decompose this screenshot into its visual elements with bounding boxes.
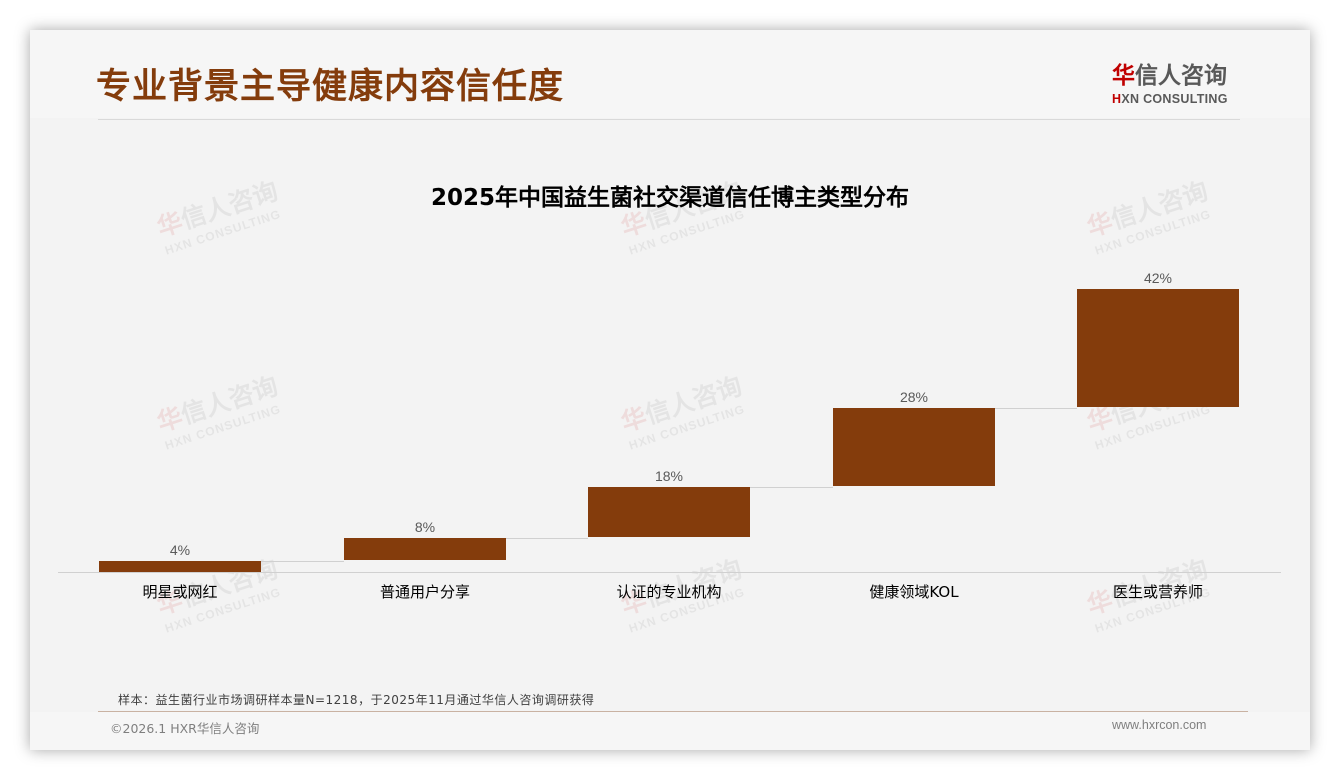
footer-band <box>30 712 1310 750</box>
connector-line <box>750 487 833 489</box>
logo-english: HXN CONSULTING <box>1112 92 1242 106</box>
bar-4 <box>833 407 995 487</box>
category-label: 认证的专业机构 <box>616 583 722 601</box>
data-label: 8% <box>414 519 436 536</box>
bar-3 <box>588 487 750 538</box>
category-label: 明星或网红 <box>142 583 218 601</box>
sample-note: 样本：益生菌行业市场调研样本量N=1218，于2025年11月通过华信人咨询调研… <box>118 693 595 707</box>
logo-hua-char: 华 <box>1112 63 1135 89</box>
bar-1 <box>99 560 261 572</box>
logo-en-rest: XN CONSULTING <box>1121 92 1228 106</box>
category-label: 医生或营养师 <box>1112 583 1203 601</box>
footer-divider <box>98 711 1248 712</box>
data-label: 28% <box>899 388 929 405</box>
copyright: ©2026.1 HXR华信人咨询 <box>110 721 260 736</box>
category-label: 健康领域KOL <box>869 583 959 601</box>
slide: 专业背景主导健康内容信任度 华信人咨询 HXN CONSULTING 华信人咨询… <box>30 30 1310 750</box>
logo-chinese: 华信人咨询 <box>1112 65 1242 88</box>
connector-line <box>506 538 588 540</box>
data-label: 4% <box>169 541 191 558</box>
website-link[interactable]: www.hxrcon.com <box>1112 718 1207 732</box>
company-logo: 华信人咨询 HXN CONSULTING <box>1112 65 1242 107</box>
chart-title: 2025年中国益生菌社交渠道信任博主类型分布 <box>430 185 909 211</box>
logo-h-char: H <box>1112 92 1122 106</box>
header-band <box>30 30 1310 118</box>
logo-cn-rest: 信人咨询 <box>1135 63 1227 89</box>
data-label: 18% <box>654 468 684 485</box>
category-label: 普通用户分享 <box>379 583 470 601</box>
title-divider <box>98 119 1240 120</box>
bar-2 <box>344 538 506 560</box>
data-label: 42% <box>1143 270 1173 286</box>
connector-line <box>995 407 1077 409</box>
x-axis-line <box>58 572 1281 573</box>
connector-line <box>261 560 344 562</box>
page-title: 专业背景主导健康内容信任度 <box>96 67 565 107</box>
bar-5 <box>1077 289 1239 407</box>
waterfall-chart: 4% 明星或网红 8% 普通用户分享 18% 认证的专业机构 28% 健康领域KOL 42% 医生… <box>30 30 1310 750</box>
